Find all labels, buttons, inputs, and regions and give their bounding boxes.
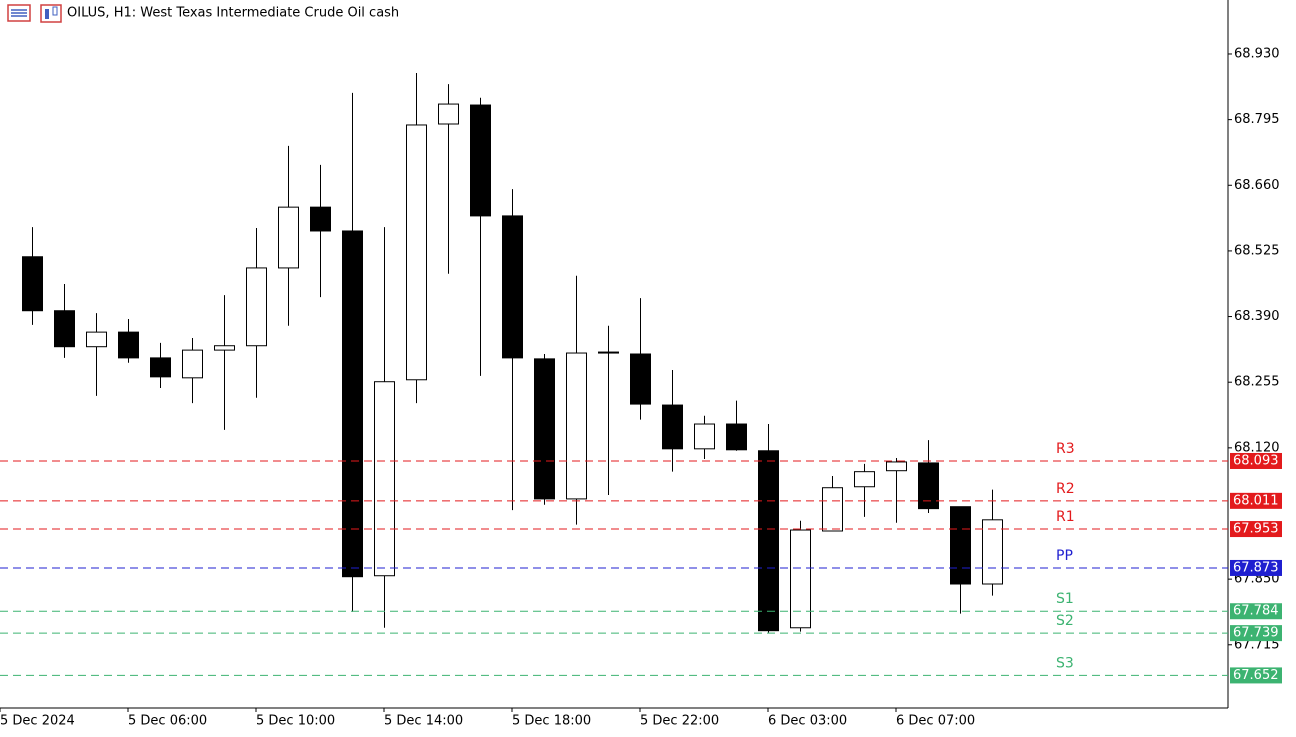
menu-icon[interactable] xyxy=(7,4,31,22)
pivot-name: R2 xyxy=(1056,481,1075,497)
candle-body xyxy=(694,423,715,450)
chart-title: OILUS, H1: West Texas Intermediate Crude… xyxy=(67,6,399,21)
pivot-value-label: 68.011 xyxy=(1233,493,1279,508)
x-tick-label: 5 Dec 18:00 xyxy=(512,714,591,729)
candle-body xyxy=(310,206,331,232)
candle-body xyxy=(502,215,523,359)
candle-body xyxy=(86,331,107,348)
candle-body xyxy=(22,256,43,312)
pivot-tag xyxy=(1230,625,1282,642)
x-tick-label: 6 Dec 03:00 xyxy=(768,714,847,729)
pivot-tag xyxy=(1230,667,1282,684)
candle-body xyxy=(726,423,747,451)
pivot-tag xyxy=(1230,603,1282,620)
pivot-name: S1 xyxy=(1056,591,1074,607)
x-tick-label: 5 Dec 22:00 xyxy=(640,714,719,729)
pivot-tag xyxy=(1230,492,1282,509)
y-tick-label: 68.660 xyxy=(1234,178,1280,193)
candle-body xyxy=(182,349,203,379)
candle-body xyxy=(822,487,843,532)
candle-body xyxy=(438,103,459,125)
candle-body xyxy=(374,381,395,577)
candle-body xyxy=(470,104,491,217)
pivot-name: R1 xyxy=(1056,509,1075,525)
candle-body xyxy=(566,352,587,500)
pivot-value-label: 67.652 xyxy=(1233,668,1279,683)
y-tick-label: 68.930 xyxy=(1234,46,1280,61)
candle-body xyxy=(790,529,811,629)
x-tick-label: 5 Dec 2024 xyxy=(0,714,75,729)
candle-body xyxy=(598,351,619,354)
y-tick-label: 68.255 xyxy=(1234,375,1280,390)
pivot-value-label: 68.093 xyxy=(1233,453,1279,468)
y-tick-label: 68.390 xyxy=(1234,309,1280,324)
candle-body xyxy=(406,124,427,381)
x-tick-label: 6 Dec 07:00 xyxy=(896,714,975,729)
candle-body xyxy=(662,404,683,450)
candle-body xyxy=(246,267,267,347)
pivot-value-label: 67.739 xyxy=(1233,626,1279,641)
candle-body xyxy=(950,506,971,585)
pivot-value-label: 67.784 xyxy=(1233,604,1279,619)
x-tick-label: 5 Dec 10:00 xyxy=(256,714,335,729)
candle-body xyxy=(854,471,875,488)
pivot-tag xyxy=(1230,559,1282,576)
chart-icon[interactable] xyxy=(40,4,62,23)
candle-body xyxy=(534,358,555,500)
pivot-name: R3 xyxy=(1056,441,1075,457)
pivot-value-label: 67.873 xyxy=(1233,560,1279,575)
y-tick-label: 68.525 xyxy=(1234,243,1280,258)
pivot-name: PP xyxy=(1056,548,1073,564)
pivot-name: S2 xyxy=(1056,613,1074,629)
candle-body xyxy=(342,230,363,578)
candle-body xyxy=(758,450,779,632)
y-tick-label: 68.795 xyxy=(1234,112,1280,127)
candle-body xyxy=(918,462,939,510)
pivot-tag xyxy=(1230,452,1282,469)
candle-body xyxy=(982,519,1003,585)
candle-body xyxy=(214,345,235,351)
candle-body xyxy=(150,357,171,378)
pivot-name: S3 xyxy=(1056,655,1074,671)
x-tick-label: 5 Dec 06:00 xyxy=(128,714,207,729)
candle-body xyxy=(278,206,299,269)
candle-body xyxy=(886,461,907,472)
candle-body xyxy=(54,310,75,348)
candle-body xyxy=(630,353,651,405)
pivot-tag xyxy=(1230,521,1282,538)
candle-body xyxy=(118,331,139,359)
pivot-value-label: 67.953 xyxy=(1233,522,1279,537)
x-tick-label: 5 Dec 14:00 xyxy=(384,714,463,729)
y-tick-label: 68.120 xyxy=(1234,440,1280,455)
